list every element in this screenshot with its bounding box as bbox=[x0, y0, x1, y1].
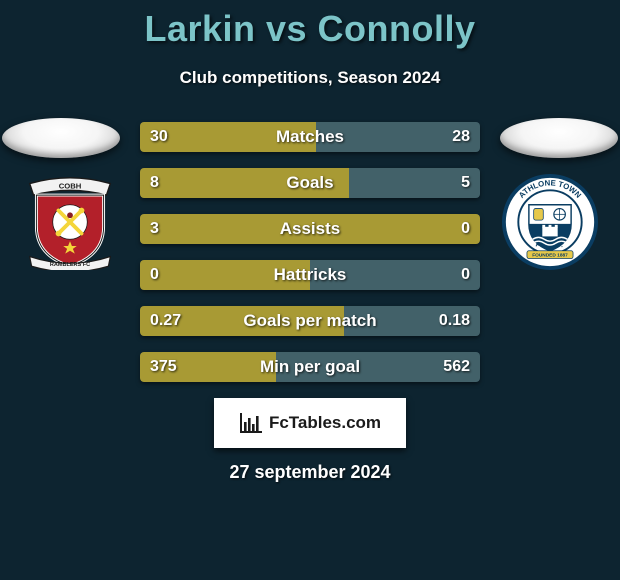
bar-left-fill bbox=[140, 260, 310, 290]
source-badge-text: FcTables.com bbox=[269, 413, 381, 433]
player-silhouette-left bbox=[2, 118, 120, 158]
source-badge[interactable]: FcTables.com bbox=[214, 398, 406, 448]
bar-chart-icon bbox=[239, 411, 263, 435]
stat-row: 8 5 Goals bbox=[140, 168, 480, 198]
bar-right-fill bbox=[344, 306, 480, 336]
bar-right-fill bbox=[349, 168, 480, 198]
shield-icon: COBH RAMBLERS FC bbox=[22, 174, 118, 270]
bar-track bbox=[140, 306, 480, 336]
bar-left-fill bbox=[140, 352, 276, 382]
bar-left-fill bbox=[140, 306, 344, 336]
bar-track bbox=[140, 122, 480, 152]
roundel-icon: ATHLONE TOWN F . C . FOUNDED 1887 bbox=[502, 174, 598, 270]
date-text: 27 september 2024 bbox=[140, 462, 480, 483]
bar-left-fill bbox=[140, 122, 316, 152]
club-crest-left: COBH RAMBLERS FC bbox=[22, 174, 118, 270]
crest-text-bottom: RAMBLERS FC bbox=[50, 262, 90, 268]
bar-left-fill bbox=[140, 214, 480, 244]
bar-right-fill bbox=[276, 352, 480, 382]
stat-row: 0.27 0.18 Goals per match bbox=[140, 306, 480, 336]
bar-right-fill bbox=[310, 260, 480, 290]
stat-row: 0 0 Hattricks bbox=[140, 260, 480, 290]
bar-track bbox=[140, 352, 480, 382]
bar-track bbox=[140, 168, 480, 198]
bar-track bbox=[140, 214, 480, 244]
crest-text-top: COBH bbox=[59, 181, 82, 190]
stat-row: 30 28 Matches bbox=[140, 122, 480, 152]
page-title: Larkin vs Connolly bbox=[0, 0, 620, 50]
bar-left-fill bbox=[140, 168, 349, 198]
club-crest-right: ATHLONE TOWN F . C . FOUNDED 1887 bbox=[502, 174, 598, 270]
stat-bars: 30 28 Matches 8 5 Goals 3 0 Assists bbox=[140, 122, 480, 483]
stat-row: 3 0 Assists bbox=[140, 214, 480, 244]
crest-founded-text: FOUNDED 1887 bbox=[532, 253, 568, 259]
bar-track bbox=[140, 260, 480, 290]
subtitle: Club competitions, Season 2024 bbox=[0, 68, 620, 88]
bar-right-fill bbox=[316, 122, 480, 152]
stat-row: 375 562 Min per goal bbox=[140, 352, 480, 382]
infographic: Larkin vs Connolly Club competitions, Se… bbox=[0, 0, 620, 580]
player-silhouette-right bbox=[500, 118, 618, 158]
